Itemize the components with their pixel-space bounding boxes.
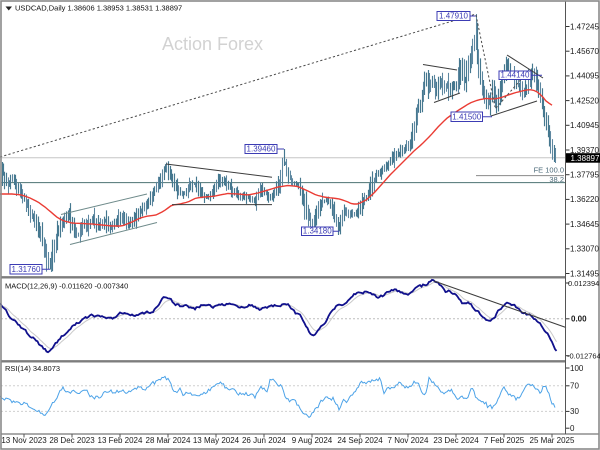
svg-text:1.42520: 1.42520 <box>570 96 599 105</box>
svg-text:1.31760: 1.31760 <box>12 265 41 274</box>
svg-text:13 Feb 2024: 13 Feb 2024 <box>98 436 143 445</box>
svg-text:23 Dec 2024: 23 Dec 2024 <box>433 436 479 445</box>
svg-text:1.41500: 1.41500 <box>452 113 481 122</box>
svg-text:7 Nov 2024: 7 Nov 2024 <box>388 436 429 445</box>
svg-text:USDCAD,Daily 1.38606 1.38953: USDCAD,Daily 1.38606 1.38953 1.38531 1.3… <box>15 4 182 13</box>
svg-text:1.34645: 1.34645 <box>570 220 599 229</box>
svg-text:1.39370: 1.39370 <box>570 146 599 155</box>
svg-text:13 May 2024: 13 May 2024 <box>193 436 240 445</box>
svg-text:-0.012764: -0.012764 <box>567 352 600 361</box>
svg-text:38.2: 38.2 <box>549 175 564 184</box>
svg-text:1.47910: 1.47910 <box>439 12 468 21</box>
svg-text:MACD(12,26,9) -0.011620 -0.007: MACD(12,26,9) -0.011620 -0.007340 <box>5 282 128 291</box>
svg-text:1.39460: 1.39460 <box>247 145 276 154</box>
svg-text:13 Nov 2023: 13 Nov 2023 <box>1 436 47 445</box>
svg-text:30: 30 <box>570 407 579 416</box>
svg-text:28 Dec 2023: 28 Dec 2023 <box>49 436 95 445</box>
svg-text:26 Jun 2024: 26 Jun 2024 <box>242 436 287 445</box>
svg-text:25 Mar 2025: 25 Mar 2025 <box>530 436 575 445</box>
svg-text:28 Mar 2024: 28 Mar 2024 <box>146 436 191 445</box>
svg-text:1.36220: 1.36220 <box>570 195 599 204</box>
svg-text:9 Aug 2024: 9 Aug 2024 <box>292 436 333 445</box>
svg-text:1.34180: 1.34180 <box>303 227 332 236</box>
svg-text:0: 0 <box>570 424 575 433</box>
svg-text:1.40945: 1.40945 <box>570 121 599 130</box>
svg-text:1.47245: 1.47245 <box>570 22 599 31</box>
svg-text:1.38897: 1.38897 <box>571 154 600 163</box>
svg-text:0.012394: 0.012394 <box>568 279 599 288</box>
svg-text:24 Sep 2024: 24 Sep 2024 <box>337 436 383 445</box>
svg-text:100: 100 <box>570 364 584 373</box>
svg-text:1.31495: 1.31495 <box>570 269 599 278</box>
svg-text:1.37795: 1.37795 <box>570 171 599 180</box>
svg-text:Action Forex: Action Forex <box>162 34 263 54</box>
svg-text:70: 70 <box>570 382 579 391</box>
svg-text:1.45670: 1.45670 <box>570 47 599 56</box>
svg-text:7 Feb 2025: 7 Feb 2025 <box>484 436 525 445</box>
svg-text:FE 100.0: FE 100.0 <box>534 166 564 175</box>
svg-text:RSI(14) 34.8073: RSI(14) 34.8073 <box>5 364 60 373</box>
svg-text:0.00: 0.00 <box>571 315 587 324</box>
svg-text:1.44095: 1.44095 <box>570 72 599 81</box>
svg-text:1.44140: 1.44140 <box>501 71 530 80</box>
svg-text:1.33070: 1.33070 <box>570 245 599 254</box>
